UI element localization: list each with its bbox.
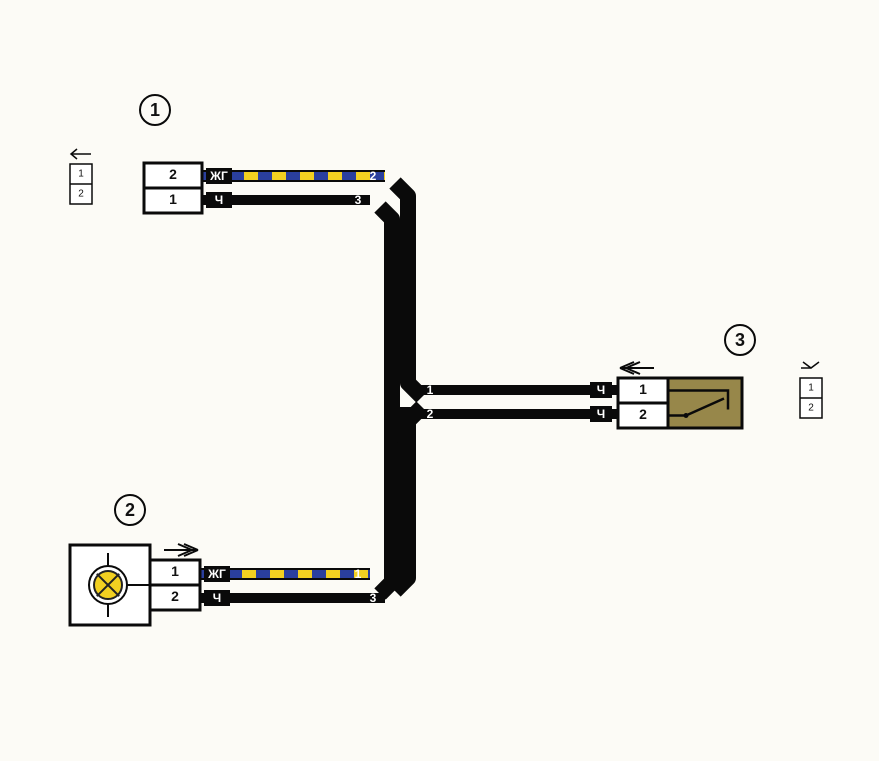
svg-text:1: 1 bbox=[639, 381, 647, 397]
svg-text:2: 2 bbox=[808, 403, 814, 414]
lamp-symbol bbox=[70, 545, 150, 625]
svg-text:1: 1 bbox=[78, 169, 84, 180]
svg-text:2: 2 bbox=[78, 189, 84, 200]
svg-text:Ч: Ч bbox=[597, 383, 605, 397]
svg-text:1: 1 bbox=[355, 567, 362, 581]
svg-text:3: 3 bbox=[370, 591, 377, 605]
svg-text:1: 1 bbox=[169, 191, 177, 207]
svg-text:ЖГ: ЖГ bbox=[207, 567, 226, 581]
svg-text:2: 2 bbox=[171, 588, 179, 604]
svg-text:Ч: Ч bbox=[215, 193, 223, 207]
svg-text:Ч: Ч bbox=[213, 591, 221, 605]
svg-text:3: 3 bbox=[735, 330, 745, 350]
connector-3: 12 bbox=[618, 362, 668, 428]
legend-1: 12 bbox=[70, 149, 92, 204]
svg-text:1: 1 bbox=[171, 563, 179, 579]
wiring-diagram: ЖГ2Ч3ЖГ1Ч3Ч1Ч21122121231212 bbox=[0, 0, 879, 761]
svg-text:2: 2 bbox=[427, 407, 434, 421]
switch-symbol bbox=[668, 378, 742, 428]
svg-text:ЖГ: ЖГ bbox=[209, 169, 228, 183]
svg-text:3: 3 bbox=[355, 193, 362, 207]
svg-text:2: 2 bbox=[169, 166, 177, 182]
svg-text:1: 1 bbox=[427, 383, 434, 397]
svg-text:1: 1 bbox=[150, 100, 160, 120]
svg-text:1: 1 bbox=[808, 383, 814, 394]
svg-text:2: 2 bbox=[639, 406, 647, 422]
svg-text:Ч: Ч bbox=[597, 407, 605, 421]
connector-1: 21 bbox=[144, 163, 202, 213]
svg-text:2: 2 bbox=[370, 169, 377, 183]
svg-text:2: 2 bbox=[125, 500, 135, 520]
connector-2: 12 bbox=[150, 544, 200, 610]
legend-3: 12 bbox=[800, 362, 822, 418]
